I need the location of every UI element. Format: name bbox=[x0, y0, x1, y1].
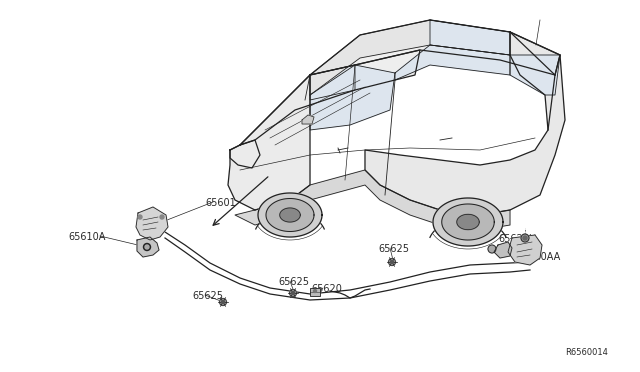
Polygon shape bbox=[228, 75, 310, 210]
Polygon shape bbox=[310, 20, 510, 95]
Polygon shape bbox=[365, 32, 565, 215]
Polygon shape bbox=[280, 208, 300, 222]
Circle shape bbox=[314, 289, 317, 292]
Polygon shape bbox=[310, 65, 355, 100]
Polygon shape bbox=[433, 198, 503, 246]
Polygon shape bbox=[442, 204, 494, 240]
Polygon shape bbox=[430, 20, 510, 55]
Polygon shape bbox=[240, 50, 420, 145]
Circle shape bbox=[523, 236, 527, 240]
Text: 65625: 65625 bbox=[192, 291, 223, 301]
Polygon shape bbox=[137, 237, 159, 257]
Polygon shape bbox=[230, 140, 260, 168]
Polygon shape bbox=[266, 199, 314, 231]
Polygon shape bbox=[510, 55, 560, 95]
Text: R6560014: R6560014 bbox=[565, 348, 608, 357]
Polygon shape bbox=[310, 20, 560, 75]
Polygon shape bbox=[302, 115, 314, 124]
Text: 65625: 65625 bbox=[378, 244, 409, 254]
Polygon shape bbox=[508, 235, 542, 265]
Bar bbox=[310, 288, 320, 296]
Circle shape bbox=[521, 234, 529, 242]
Circle shape bbox=[291, 292, 294, 295]
Text: 65601: 65601 bbox=[205, 198, 236, 208]
Text: 65620: 65620 bbox=[311, 284, 342, 294]
Polygon shape bbox=[494, 242, 512, 258]
Circle shape bbox=[220, 298, 227, 305]
Polygon shape bbox=[395, 45, 510, 80]
Polygon shape bbox=[136, 207, 168, 240]
Circle shape bbox=[138, 215, 142, 219]
Circle shape bbox=[388, 259, 396, 266]
Polygon shape bbox=[310, 65, 395, 130]
Circle shape bbox=[390, 260, 394, 263]
Circle shape bbox=[143, 244, 150, 250]
Circle shape bbox=[488, 245, 496, 253]
Circle shape bbox=[289, 289, 296, 296]
Circle shape bbox=[221, 301, 225, 304]
Circle shape bbox=[145, 245, 149, 249]
Text: 65620H: 65620H bbox=[498, 234, 536, 244]
Text: 65610A: 65610A bbox=[68, 232, 106, 242]
Circle shape bbox=[160, 215, 164, 219]
Text: 65610AA: 65610AA bbox=[516, 252, 560, 262]
Polygon shape bbox=[258, 193, 322, 237]
Polygon shape bbox=[457, 214, 479, 230]
Polygon shape bbox=[235, 170, 510, 230]
Text: 65625: 65625 bbox=[278, 277, 309, 287]
